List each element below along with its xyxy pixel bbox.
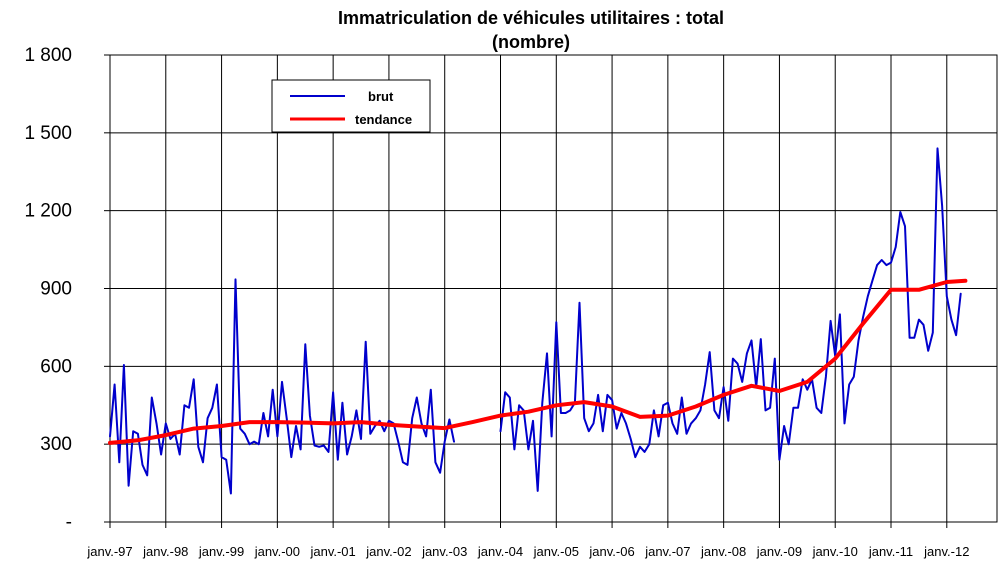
x-tick-label-5: janv.-02 xyxy=(365,544,411,559)
y-tick-label-600: 600 xyxy=(40,356,72,377)
y-tick-label-1200: 1 200 xyxy=(24,201,72,222)
x-tick-label-10: janv.-07 xyxy=(644,544,690,559)
y-tick-label-1800: 1 800 xyxy=(24,45,72,66)
x-tick-label-12: janv.-09 xyxy=(756,544,802,559)
chart-subtitle: (nombre) xyxy=(492,32,570,52)
series-line-brut-2 xyxy=(499,147,962,492)
x-tick-label-7: janv.-04 xyxy=(477,544,523,559)
x-tick-label-11: janv.-08 xyxy=(700,544,746,559)
x-tick-label-3: janv.-00 xyxy=(254,544,300,559)
y-axis: - 300 600 900 1 200 1 500 1 800 xyxy=(24,45,110,533)
x-tick-label-1: janv.-98 xyxy=(142,544,188,559)
legend-frame xyxy=(271,79,431,133)
legend-label-brut: brut xyxy=(368,89,394,104)
y-tick-label-0: - xyxy=(66,512,72,533)
y-tick-label-1500: 1 500 xyxy=(24,123,72,144)
series-line-brut-1 xyxy=(109,278,455,495)
x-tick-label-13: janv.-10 xyxy=(812,544,858,559)
y-tick-label-900: 900 xyxy=(40,279,72,300)
legend-label-tendance: tendance xyxy=(355,112,412,127)
legend: brut tendance xyxy=(271,79,431,133)
series-group xyxy=(108,147,968,495)
x-tick-label-0: janv.-97 xyxy=(86,544,132,559)
x-tick-label-6: janv.-03 xyxy=(421,544,467,559)
x-tick-label-15: janv.-12 xyxy=(923,544,969,559)
x-tick-label-9: janv.-06 xyxy=(588,544,634,559)
series-line-tendance xyxy=(108,278,968,445)
y-tick-label-300: 300 xyxy=(40,434,72,455)
chart-title: Immatriculation de véhicules utilitaires… xyxy=(338,8,724,28)
x-tick-label-2: janv.-99 xyxy=(198,544,244,559)
x-axis: janv.-97 janv.-98 janv.-99 janv.-00 janv.-01… xyxy=(86,522,969,559)
x-tick-label-14: janv.-11 xyxy=(868,544,913,559)
x-tick-label-4: janv.-01 xyxy=(309,544,355,559)
grid xyxy=(109,54,998,523)
x-tick-label-8: janv.-05 xyxy=(533,544,579,559)
